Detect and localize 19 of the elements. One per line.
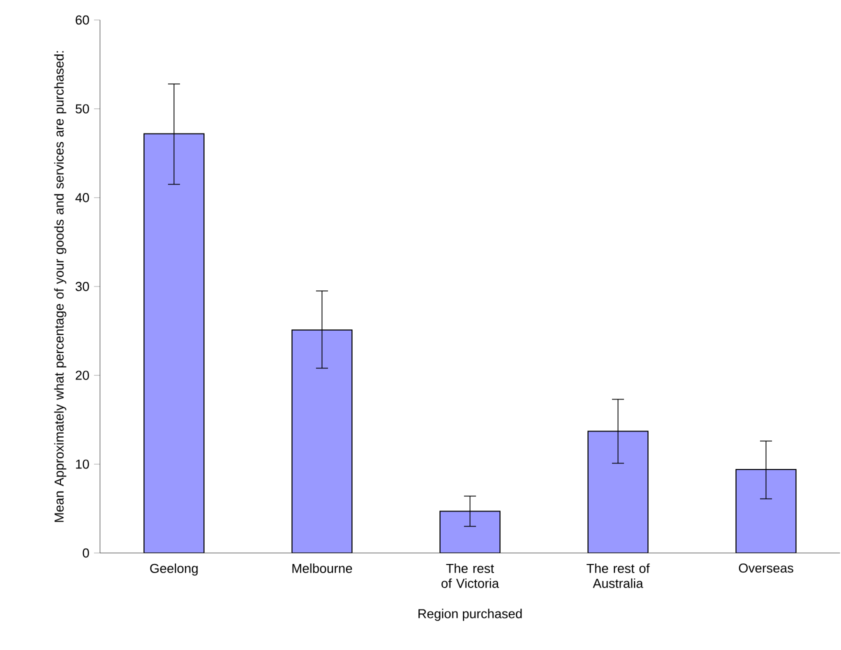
bar bbox=[144, 133, 205, 553]
x-tick-label: Geelong bbox=[150, 563, 198, 576]
y-tick-label: 10 bbox=[76, 460, 89, 469]
x-tick-label: The rest of Victoria bbox=[442, 563, 500, 588]
bar bbox=[292, 330, 353, 553]
y-tick-label: 30 bbox=[76, 282, 89, 292]
y-axis-title: Mean Approximately what percentage of your goods and services are purchased: bbox=[54, 51, 66, 522]
x-tick-label: Overseas bbox=[738, 564, 794, 573]
y-tick-label: 40 bbox=[75, 193, 89, 202]
x-axis-title: Region purchased bbox=[418, 608, 522, 621]
bar bbox=[736, 468, 797, 553]
y-tick-label: 20 bbox=[76, 370, 89, 380]
y-tick-label: 50 bbox=[76, 104, 89, 114]
y-tick-label: 0 bbox=[82, 548, 89, 558]
bar bbox=[588, 430, 649, 553]
y-tick-label: 60 bbox=[76, 15, 89, 25]
bar bbox=[440, 510, 501, 553]
x-tick-label: Melbourne bbox=[292, 563, 352, 574]
x-tick-label: The rest of Australia bbox=[586, 563, 650, 588]
